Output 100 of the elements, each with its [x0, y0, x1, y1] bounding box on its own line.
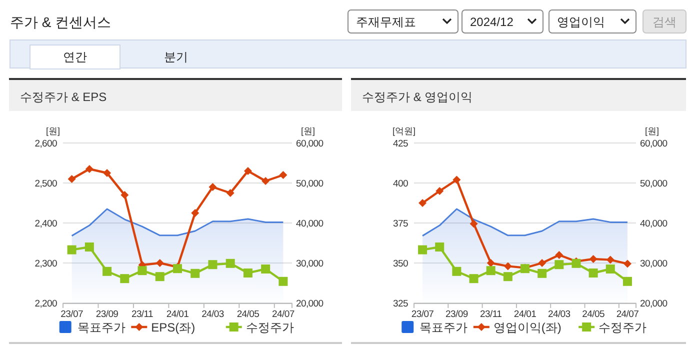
text: 검색: [652, 15, 676, 29]
y2-tick-label: 20,000: [640, 298, 668, 310]
point: [418, 245, 428, 254]
point: [606, 264, 615, 274]
x-tick-label: 23/07: [60, 309, 83, 320]
point: [261, 264, 270, 274]
y2-tick-label: 40,000: [296, 218, 324, 230]
legend-label: 수정주가: [246, 320, 294, 334]
point: [156, 259, 164, 267]
y2-tick-label: 30,000: [640, 258, 668, 270]
y-tick-label: 2,600: [34, 138, 58, 150]
point: [555, 251, 564, 259]
point: [67, 245, 76, 254]
x-tick-label: 24/03: [202, 309, 224, 320]
point: [84, 242, 94, 252]
point: [470, 220, 478, 228]
x-tick-label: 23/09: [446, 309, 468, 320]
y2-tick-label: 50,000: [640, 178, 668, 190]
legend-label: EPS(좌): [151, 320, 196, 334]
y-axis-title: [억원]: [392, 126, 416, 136]
x-tick-label: 24/01: [166, 309, 189, 320]
y2-axis-title: [원]: [300, 126, 316, 136]
point: [226, 189, 234, 197]
point: [244, 167, 252, 175]
point: [538, 268, 547, 278]
x-tick-label: 24/05: [236, 309, 260, 320]
y2-tick-label: 50,000: [296, 178, 324, 190]
point: [208, 183, 217, 191]
x-tick-label: 24/07: [616, 309, 639, 320]
point: [120, 191, 129, 199]
y2-tick-label: 40,000: [640, 218, 668, 230]
legend-label: 목표주가: [420, 320, 468, 334]
y-axis-title: [원]: [46, 126, 60, 136]
point: [208, 260, 218, 270]
point: [588, 268, 598, 278]
text: 영업이익: [557, 15, 605, 29]
point: [262, 177, 270, 185]
point: [452, 266, 462, 276]
point: [452, 176, 461, 184]
point: [243, 268, 252, 278]
point: [85, 165, 94, 173]
y-tick-label: 375: [393, 218, 408, 230]
point: [538, 259, 546, 267]
point: [226, 258, 235, 268]
text: 분기: [164, 50, 188, 64]
point: [486, 259, 495, 267]
y-tick-label: 400: [393, 178, 408, 190]
point: [504, 262, 512, 270]
point: [138, 266, 147, 276]
text: 2024/12: [470, 15, 514, 29]
x-tick-label: 23/11: [131, 309, 154, 320]
x-tick-label: 24/05: [582, 309, 604, 320]
point: [191, 209, 200, 217]
y-tick-label: 2,200: [34, 298, 58, 310]
legend-label: 목표주가: [77, 320, 126, 334]
x-tick-label: 24/01: [514, 309, 536, 320]
point: [623, 260, 632, 268]
x-tick-label: 24/03: [548, 309, 570, 320]
y-tick-label: 2,300: [34, 258, 58, 270]
x-tick-label: 24/07: [272, 309, 294, 320]
point: [279, 171, 288, 179]
x-tick-label: 23/09: [96, 309, 118, 320]
text: 연간: [63, 50, 87, 64]
point: [469, 274, 478, 284]
point: [68, 175, 76, 183]
y2-tick-label: 60,000: [296, 138, 324, 150]
y-tick-label: 350: [393, 258, 408, 270]
y-tick-label: 325: [393, 298, 408, 310]
chart-title: 수정주가 & EPS: [20, 90, 107, 104]
y-tick-label: 2,500: [34, 178, 58, 190]
point: [622, 276, 632, 286]
point: [190, 268, 200, 278]
point: [155, 272, 164, 282]
x-tick-label: 23/07: [411, 309, 434, 320]
y-tick-label: 425: [393, 138, 408, 150]
y-tick-label: 2,400: [34, 218, 58, 230]
text: 주재무제표: [356, 15, 416, 29]
text: 주가 & 컨센서스: [10, 14, 112, 30]
legend-label: 수정주가: [598, 320, 647, 334]
y2-axis-title: [원]: [644, 126, 660, 136]
legend-label: 영업이익(좌): [493, 320, 562, 334]
point: [436, 187, 444, 195]
point: [486, 266, 496, 276]
point: [589, 255, 598, 263]
point: [103, 169, 112, 177]
point: [503, 272, 512, 282]
point: [418, 199, 427, 207]
y2-tick-label: 20,000: [296, 298, 324, 310]
point: [102, 266, 112, 276]
point: [120, 274, 130, 284]
point: [606, 256, 614, 264]
y2-tick-label: 30,000: [296, 258, 324, 270]
point: [554, 260, 564, 270]
point: [173, 264, 182, 274]
point: [435, 242, 444, 252]
point: [572, 258, 581, 268]
point: [278, 276, 288, 286]
x-tick-label: 23/11: [480, 309, 502, 320]
y2-tick-label: 60,000: [640, 138, 668, 150]
chart-title: 수정주가 & 영업이익: [362, 90, 473, 104]
